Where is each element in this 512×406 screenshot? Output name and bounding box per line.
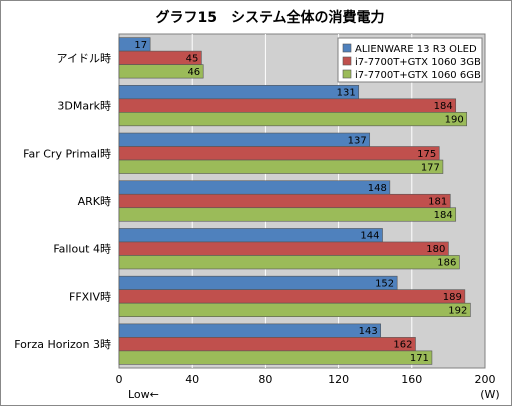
bar [118,159,444,174]
category-label: 3DMark時 [57,100,111,113]
x-axis-unit: (W) [480,388,499,401]
legend-swatch [342,69,352,79]
bar [118,275,398,290]
x-tick-label: 0 [116,373,123,386]
bar-value-label: 184 [434,101,453,112]
x-axis-note: Low← [128,388,159,401]
bar-value-label: 46 [187,67,200,78]
bar-value-label: 17 [134,40,147,51]
bar [118,323,381,338]
bar-value-label: 177 [421,162,440,173]
bar-value-label: 45 [186,53,199,64]
x-tick-label: 120 [328,373,349,386]
chart-title: グラフ15 システム全体の消費電力 [155,9,384,26]
bars: 17 45 46 131 184 190 137 175 177 148 181 184 144 180 1… [118,37,471,365]
x-tick-label: 200 [475,373,496,386]
bar-value-label: 186 [437,258,456,269]
bar [118,132,371,147]
bar-value-label: 189 [443,292,462,303]
bar [118,64,204,79]
bar [118,228,383,243]
legend-box [337,37,483,83]
category-label: ARK時 [78,195,111,208]
bar [118,350,433,365]
bar-value-label: 148 [368,183,387,194]
bar [118,255,460,270]
bar-value-label: 175 [417,149,436,160]
bar-value-label: 131 [337,88,356,99]
category-label: Fallout 4時 [53,243,111,256]
bar [118,193,451,209]
legend-swatch [342,43,352,53]
bar-value-label: 184 [434,210,453,221]
bar [118,98,457,113]
x-tick-label: 160 [401,373,422,386]
legend-label: i7-7700T+GTX 1060 6GB [355,70,481,81]
bar-value-label: 137 [348,135,367,146]
bar-value-label: 152 [375,278,394,289]
x-tick-label: 40 [185,373,199,386]
bar [118,207,457,222]
bar [118,241,449,256]
category-label: Forza Horizon 3時 [14,338,111,351]
bar [118,289,466,304]
bar-value-label: 190 [445,115,464,126]
bar [118,180,391,195]
bar-value-label: 171 [410,353,429,364]
legend: ALIENWARE 13 R3 OLED i7-7700T+GTX 1060 3G… [337,37,483,83]
legend-label: ALIENWARE 13 R3 OLED [355,44,477,55]
bar-value-label: 181 [428,197,447,208]
bar [118,85,360,100]
bar-value-label: 180 [426,244,445,255]
category-label: アイドル時 [57,52,111,65]
x-tick-labels: 0 40 80 120 160 200 [116,373,496,386]
category-label: Far Cry Primal時 [23,147,111,160]
bar [118,302,471,317]
category-label: FFXIV時 [69,290,111,303]
bar-value-label: 162 [393,340,412,351]
legend-label: i7-7700T+GTX 1060 3GB [355,57,481,68]
legend-swatch [342,56,352,66]
bar [118,146,440,161]
bar [118,337,416,352]
category-labels: アイドル時 3DMark時 Far Cry Primal時 ARK時 Fallout 4… [14,52,111,351]
x-tick-label: 80 [258,373,272,386]
bar-value-label: 192 [448,305,467,316]
bar [118,112,468,127]
bar-value-label: 144 [360,231,379,242]
bar-value-label: 143 [359,326,378,337]
